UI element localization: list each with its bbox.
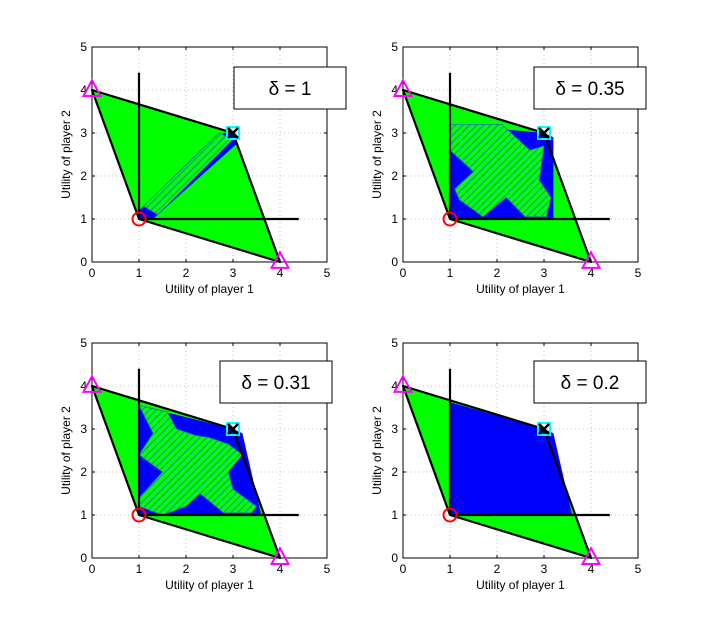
- x-tick-label: 3: [541, 266, 548, 280]
- square-marker: [537, 126, 551, 140]
- x-axis-label: Utility of player 1: [165, 578, 254, 592]
- triangle-marker: [269, 546, 291, 565]
- y-tick-label: 1: [80, 212, 87, 226]
- y-tick-label: 4: [80, 83, 87, 97]
- x-tick-label: 2: [494, 266, 501, 280]
- y-tick-label: 3: [80, 126, 87, 140]
- y-tick-label: 4: [80, 379, 87, 393]
- x-tick-label: 3: [230, 266, 237, 280]
- delta-label: δ = 0.31: [241, 373, 310, 394]
- x-tick-label: 4: [588, 266, 595, 280]
- x-axis-label: Utility of player 1: [476, 578, 565, 592]
- square-marker: [226, 422, 240, 436]
- hatched-region: [138, 404, 258, 516]
- x-tick-label: 5: [324, 266, 331, 280]
- y-tick-label: 0: [80, 551, 87, 565]
- y-tick-label: 3: [391, 422, 398, 436]
- triangle-marker: [392, 78, 414, 97]
- y-tick-label: 1: [391, 212, 398, 226]
- triangle-marker: [269, 250, 291, 269]
- threat-point-circle-marker: [442, 211, 458, 227]
- threat-point-circle-marker: [131, 211, 147, 227]
- triangle-marker: [392, 374, 414, 393]
- y-tick-label: 0: [80, 255, 87, 269]
- x-axis-label: Utility of player 1: [165, 282, 254, 296]
- x-tick-label: 1: [136, 266, 143, 280]
- y-tick-label: 2: [80, 465, 87, 479]
- y-tick-label: 3: [80, 422, 87, 436]
- y-tick-label: 5: [80, 40, 87, 54]
- subplot-4: 0 1 2 3 4 5 0 1 2 3 4 5 Utility of player 1 Utility o…: [370, 336, 647, 592]
- threat-point-circle-marker: [131, 507, 147, 523]
- triangle-marker: [81, 78, 103, 97]
- x-tick-label: 1: [136, 562, 143, 576]
- x-tick-label: 0: [89, 562, 96, 576]
- x-tick-label: 5: [324, 562, 331, 576]
- y-tick-label: 3: [391, 126, 398, 140]
- x-marker: [227, 423, 239, 435]
- x-marker: [538, 127, 550, 139]
- x-tick-label: 0: [400, 562, 407, 576]
- delta-label-box: [219, 360, 333, 404]
- y-tick-label: 2: [391, 465, 398, 479]
- y-tick-label: 2: [391, 169, 398, 183]
- triangle-marker: [81, 374, 103, 393]
- triangle-marker: [580, 546, 602, 565]
- delta-label: δ = 1: [269, 79, 312, 100]
- y-tick-label: 4: [391, 83, 398, 97]
- y-tick-label: 0: [391, 551, 398, 565]
- y-tick-label: 1: [391, 508, 398, 522]
- square-marker: [226, 126, 240, 140]
- x-tick-label: 1: [447, 266, 454, 280]
- axes-box: [91, 46, 328, 263]
- axes-box: [402, 342, 639, 559]
- x-tick-label: 0: [400, 266, 407, 280]
- x-tick-label: 3: [230, 562, 237, 576]
- delta-label: δ = 0.35: [555, 79, 624, 100]
- y-tick-label: 2: [80, 169, 87, 183]
- subplot-3: 0 1 2 3 4 5 0 1 2 3 4 5 Utility of player 1 Utility o…: [59, 336, 333, 592]
- x-tick-label: 5: [635, 266, 642, 280]
- x-tick-label: 2: [183, 562, 190, 576]
- hatched-region: [449, 124, 552, 218]
- x-tick-label: 1: [447, 562, 454, 576]
- x-tick-label: 4: [588, 562, 595, 576]
- delta-label-box: [533, 360, 647, 404]
- x-tick-label: 2: [494, 562, 501, 576]
- x-marker: [227, 127, 239, 139]
- threat-point-circle-marker: [442, 507, 458, 523]
- x-tick-label: 4: [277, 562, 284, 576]
- y-tick-label: 5: [80, 336, 87, 350]
- delta-label-box: [533, 66, 647, 110]
- triangle-marker: [580, 250, 602, 269]
- y-axis-label: Utility of player 2: [59, 110, 73, 199]
- x-marker: [538, 423, 550, 435]
- axes-box: [91, 342, 328, 559]
- y-tick-label: 0: [391, 255, 398, 269]
- x-tick-label: 5: [635, 562, 642, 576]
- y-tick-label: 4: [391, 379, 398, 393]
- delta-label: δ = 0.2: [561, 373, 620, 394]
- y-axis-label: Utility of player 2: [370, 406, 384, 495]
- x-tick-label: 0: [89, 266, 96, 280]
- square-marker: [537, 422, 551, 436]
- x-tick-label: 4: [277, 266, 284, 280]
- x-tick-label: 2: [183, 266, 190, 280]
- subplot-2: 0 1 2 3 4 5 0 1 2 3 4 5 Utility of player 1 Utility o…: [370, 40, 647, 296]
- subplot-1: 0 1 2 3 4 5 0 1 2 3 4 5 Utility of player 1 Utility o…: [59, 40, 347, 296]
- y-axis-label: Utility of player 2: [59, 406, 73, 495]
- axes-box: [402, 46, 639, 263]
- y-tick-label: 1: [80, 508, 87, 522]
- x-tick-label: 3: [541, 562, 548, 576]
- y-tick-label: 5: [391, 40, 398, 54]
- y-axis-label: Utility of player 2: [370, 110, 384, 199]
- delta-label-box: [233, 66, 347, 110]
- x-axis-label: Utility of player 1: [476, 282, 565, 296]
- y-tick-label: 5: [391, 336, 398, 350]
